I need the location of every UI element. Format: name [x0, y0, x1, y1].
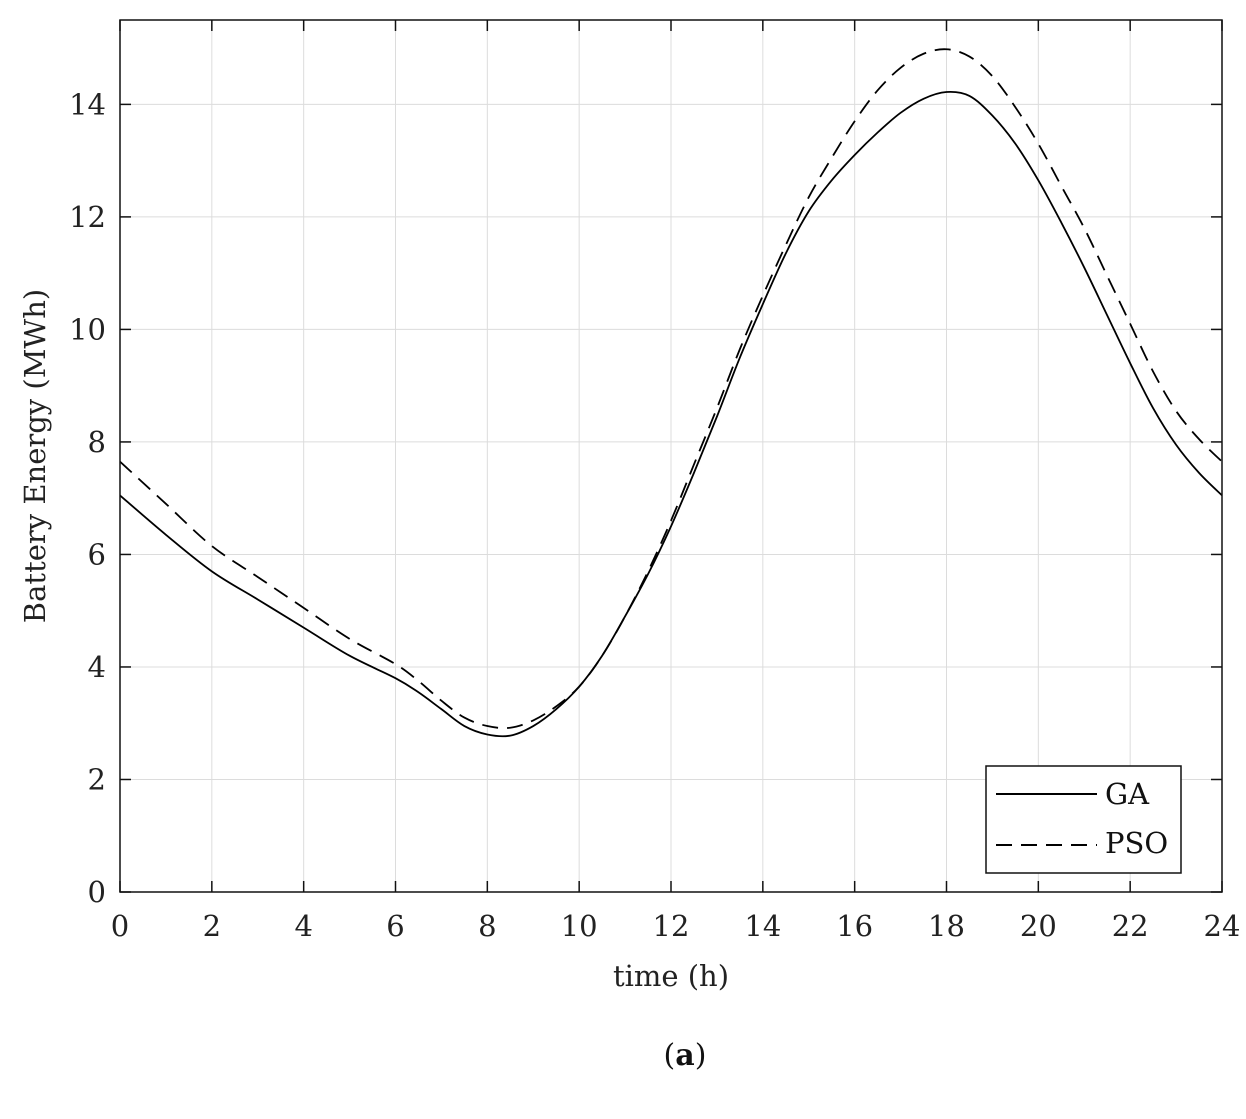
x-axis-title: time (h): [613, 959, 729, 993]
y-axis-title: Battery Energy (MWh): [18, 289, 52, 623]
legend-label-pso: PSO: [1105, 826, 1168, 860]
figure-caption: (a): [664, 1038, 707, 1073]
x-tick-label: 18: [928, 909, 965, 943]
y-tick-label: 6: [88, 537, 106, 571]
series-line-pso: [119, 48, 1223, 729]
x-tick-label: 2: [203, 909, 221, 943]
x-tick-label: 22: [1112, 909, 1149, 943]
y-tick-label: 0: [88, 875, 106, 909]
y-tick-label: 14: [69, 87, 106, 121]
caption-close-paren: ): [695, 1038, 707, 1073]
x-tick-label: 4: [294, 909, 312, 943]
caption-open-paren: (: [664, 1038, 676, 1073]
caption-label: a: [675, 1038, 694, 1073]
series-layer: [119, 48, 1223, 738]
tick-layer: [119, 20, 1223, 893]
y-tick-label: 8: [88, 425, 106, 459]
x-tick-label: 8: [478, 909, 496, 943]
y-tick-label: 12: [69, 200, 106, 234]
x-tick-label: 16: [836, 909, 873, 943]
x-tick-label: 10: [561, 909, 598, 943]
x-tick-label: 14: [744, 909, 781, 943]
x-tick-label: 0: [111, 909, 129, 943]
grid-layer: [119, 20, 1223, 893]
series-line-ga: [119, 90, 1223, 738]
y-tick-label: 10: [69, 312, 106, 346]
legend-box: [985, 765, 1182, 874]
legend: GA PSO: [985, 765, 1182, 874]
x-tick-label: 20: [1020, 909, 1057, 943]
y-tick-label: 2: [88, 762, 106, 796]
y-tick-label: 4: [88, 650, 106, 684]
legend-label-ga: GA: [1105, 777, 1150, 811]
x-tick-label: 12: [653, 909, 690, 943]
x-tick-label: 6: [386, 909, 404, 943]
x-tick-label: 24: [1204, 909, 1241, 943]
